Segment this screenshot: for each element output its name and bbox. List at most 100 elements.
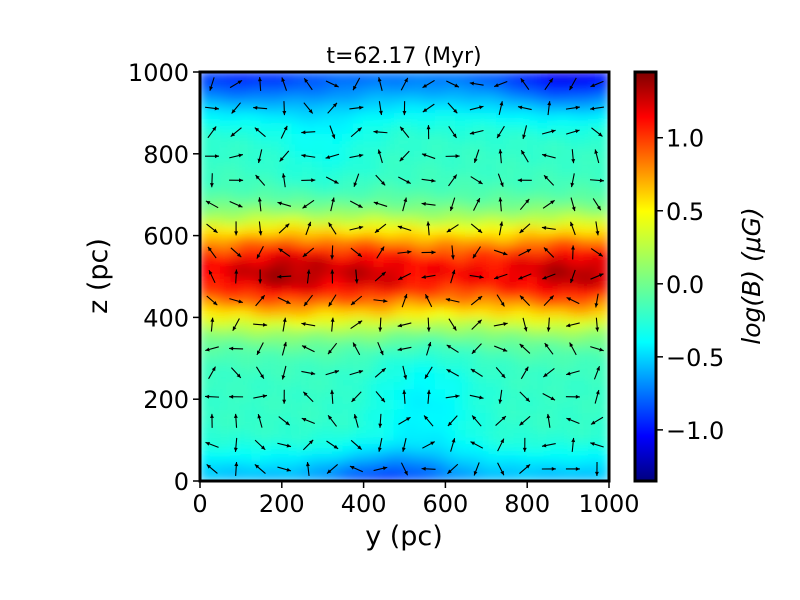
field-vector-head: [278, 248, 283, 253]
field-vector-head: [400, 126, 405, 132]
field-vector-head: [477, 319, 482, 324]
field-vector-head: [398, 276, 403, 280]
field-vector-head: [403, 375, 408, 380]
field-vector-head: [214, 106, 219, 111]
field-vector-head: [547, 101, 552, 106]
field-vector-head: [431, 178, 436, 183]
x-tick-label: 600: [422, 490, 468, 518]
field-vector-head: [525, 397, 530, 402]
field-vector-head: [500, 438, 504, 444]
field-vector-head: [325, 155, 331, 159]
field-vector-head: [260, 295, 265, 300]
field-vector-head: [494, 275, 499, 280]
field-vector-head: [426, 389, 431, 395]
field-vector-head: [353, 414, 358, 419]
field-vector-head: [503, 322, 508, 326]
field-vector-head: [549, 295, 554, 300]
field-vector-head: [238, 153, 243, 158]
field-vector-head: [498, 197, 503, 202]
field-vector-head: [406, 179, 411, 184]
field-vector-head: [499, 182, 504, 187]
field-vector-head: [283, 341, 287, 347]
field-vector-head: [566, 323, 571, 328]
field-vector-head: [231, 109, 236, 114]
field-vector-head: [302, 204, 307, 209]
field-vector-head: [543, 247, 549, 252]
field-vector-head: [599, 347, 604, 352]
field-vector-head: [210, 413, 214, 418]
field-vector-head: [304, 78, 309, 83]
y-axis-ticks: 0 200 400 600 800 1000: [128, 59, 200, 496]
field-vector-head: [526, 249, 532, 253]
chart-title: t=62.17 (Myr): [326, 44, 481, 69]
field-vector-head: [205, 347, 210, 352]
field-vector-head: [281, 77, 286, 82]
field-vector-head: [427, 341, 432, 347]
field-vector-head: [330, 269, 335, 274]
field-vector-head: [449, 206, 454, 212]
field-vector-head: [285, 421, 290, 426]
field-vector-head: [430, 441, 435, 446]
field-vector-head: [332, 102, 337, 108]
field-vector-head: [551, 466, 556, 471]
field-vector-head: [286, 300, 291, 304]
field-vector-head: [551, 129, 556, 134]
field-vector-head: [575, 105, 580, 110]
field-vector-head: [479, 275, 484, 279]
field-vector-head: [569, 342, 574, 348]
field-vector-head: [544, 343, 549, 348]
field-vector-head: [379, 350, 384, 356]
field-vector-head: [255, 174, 260, 180]
field-vector-head: [237, 203, 243, 208]
field-vector-head: [499, 101, 504, 106]
field-vector-head: [566, 371, 571, 376]
field-vector-head: [473, 471, 478, 476]
field-vector-head: [447, 421, 453, 427]
field-vector-head: [303, 301, 309, 307]
field-vector-head: [426, 221, 431, 226]
field-vector-head: [377, 77, 382, 82]
field-vector-head: [212, 301, 218, 306]
field-vector-head: [302, 252, 308, 257]
field-vector-head: [401, 447, 406, 452]
field-vector-head: [517, 178, 522, 183]
field-vector-head: [306, 269, 311, 274]
field-vector-head: [517, 105, 523, 110]
field-vector-head: [594, 471, 599, 476]
field-vector-head: [407, 250, 412, 255]
field-vector-head: [470, 441, 475, 446]
field-vector-head: [350, 300, 356, 306]
field-vector-head: [333, 444, 339, 449]
field-vector-head: [479, 105, 484, 110]
colorbar-tick-label: 0.0: [666, 271, 704, 299]
field-vector-head: [205, 442, 210, 446]
field-vector-head: [351, 397, 356, 402]
field-vector-head: [209, 86, 214, 91]
field-vector-head: [404, 77, 408, 83]
field-vector-head: [285, 223, 290, 228]
field-vector-head: [380, 397, 385, 403]
field-vector-head: [421, 466, 426, 471]
field-vector-head: [377, 149, 382, 154]
field-vector-head: [258, 231, 263, 236]
x-axis-ticks: 0 200 400 600 800 1000: [192, 481, 640, 518]
x-tick-label: 1000: [578, 490, 639, 518]
field-vector-head: [446, 344, 452, 349]
y-tick-label: 800: [143, 141, 189, 169]
field-vectors: [205, 77, 604, 476]
field-vector-head: [397, 225, 403, 230]
field-vector-head: [519, 295, 525, 300]
field-vector-head: [575, 394, 580, 399]
field-vector-head: [354, 279, 359, 284]
field-vector-head: [541, 443, 547, 448]
field-vector-head: [522, 134, 526, 139]
field-vector-head: [542, 275, 547, 280]
field-vector-head: [330, 255, 335, 260]
field-vector-head: [521, 150, 525, 155]
field-vector-head: [571, 245, 575, 250]
field-vector-head: [286, 443, 292, 448]
field-vector-head: [282, 317, 287, 323]
field-vector-head: [328, 415, 333, 420]
field-vector-head: [358, 153, 364, 158]
field-vector-head: [523, 326, 528, 332]
